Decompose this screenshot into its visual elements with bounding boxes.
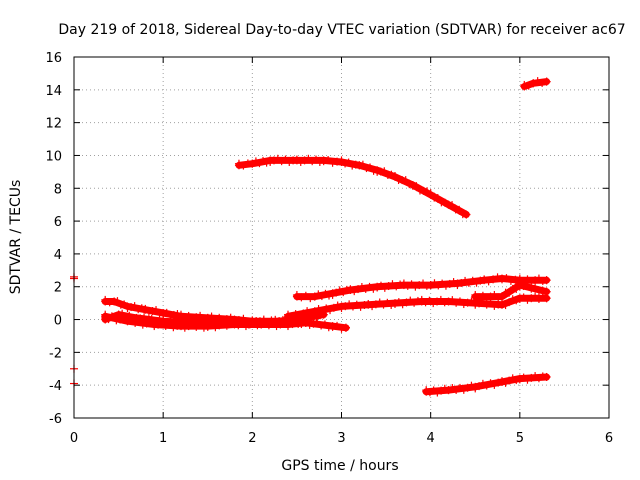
data-point bbox=[373, 166, 382, 175]
data-point bbox=[266, 156, 275, 165]
x-tick-label: 3 bbox=[337, 431, 345, 446]
data-point bbox=[328, 289, 337, 298]
data-point bbox=[498, 274, 506, 283]
data-point bbox=[337, 158, 346, 167]
data-point bbox=[319, 310, 328, 319]
data-point bbox=[471, 382, 480, 391]
x-tick-label: 0 bbox=[70, 431, 78, 446]
data-point bbox=[284, 320, 292, 329]
x-axis-label: GPS time / hours bbox=[281, 458, 398, 474]
y-tick-label: 6 bbox=[54, 215, 62, 230]
x-tick-label: 5 bbox=[516, 431, 524, 446]
series-7 bbox=[101, 310, 310, 332]
chart-title: Day 219 of 2018, Sidereal Day-to-day VTE… bbox=[58, 22, 625, 38]
data-point bbox=[498, 292, 506, 301]
data-point bbox=[444, 386, 453, 395]
data-point bbox=[391, 172, 399, 181]
series-1 bbox=[520, 77, 551, 91]
x-tick-label: 2 bbox=[248, 431, 256, 446]
data-point bbox=[515, 294, 524, 303]
data-point bbox=[141, 305, 150, 314]
y-tick-label: 0 bbox=[54, 314, 62, 329]
y-tick-label: 8 bbox=[54, 182, 62, 197]
data-point bbox=[230, 320, 239, 329]
data-point bbox=[123, 317, 132, 326]
data-point bbox=[529, 79, 538, 88]
data-point bbox=[337, 302, 346, 311]
data-point bbox=[150, 320, 159, 329]
data-point bbox=[515, 374, 524, 383]
data-point bbox=[520, 82, 529, 91]
data-point bbox=[417, 297, 426, 306]
y-tick-label: 10 bbox=[45, 149, 62, 164]
series-8 bbox=[422, 372, 551, 397]
data-point bbox=[328, 322, 337, 331]
y-tick-label: 12 bbox=[45, 117, 62, 132]
data-point bbox=[462, 210, 471, 219]
data-point bbox=[542, 372, 551, 381]
data-point bbox=[426, 281, 435, 290]
data-point bbox=[453, 279, 462, 288]
data-point bbox=[426, 190, 435, 199]
series-2 bbox=[292, 273, 551, 303]
data-point bbox=[542, 276, 551, 285]
series-4 bbox=[471, 281, 551, 303]
y-tick-label: 2 bbox=[54, 281, 62, 296]
data-point bbox=[444, 200, 453, 209]
data-point bbox=[471, 292, 480, 301]
data-point bbox=[301, 318, 310, 327]
y-tick-label: -2 bbox=[49, 346, 62, 361]
grid-lines bbox=[74, 57, 609, 418]
y-tick-label: 14 bbox=[45, 84, 62, 99]
data-point bbox=[408, 180, 417, 189]
x-tick-label: 6 bbox=[605, 431, 613, 446]
data-point bbox=[391, 299, 399, 308]
data-point bbox=[159, 308, 168, 317]
data-point bbox=[101, 312, 110, 321]
data-point bbox=[310, 292, 319, 301]
data-point bbox=[292, 156, 301, 165]
data-point bbox=[346, 286, 355, 295]
data-point bbox=[341, 323, 350, 332]
data-point bbox=[177, 322, 185, 331]
y-axis-label: SDTVAR / TECUs bbox=[8, 180, 24, 295]
data-point bbox=[101, 297, 110, 306]
data-points bbox=[70, 77, 551, 397]
data-point bbox=[373, 282, 382, 291]
data-point bbox=[257, 320, 266, 329]
x-tick-label: 1 bbox=[159, 431, 167, 446]
data-point bbox=[203, 322, 212, 331]
y-tick-label: -6 bbox=[49, 412, 62, 427]
data-point bbox=[110, 297, 119, 306]
data-point bbox=[480, 276, 489, 285]
data-point bbox=[364, 300, 373, 309]
data-point bbox=[542, 287, 551, 296]
data-point bbox=[498, 377, 506, 386]
data-point bbox=[319, 156, 328, 165]
data-point bbox=[542, 77, 551, 86]
y-tick-label: 4 bbox=[54, 248, 62, 263]
data-point bbox=[234, 161, 243, 170]
data-point bbox=[123, 302, 132, 311]
data-point bbox=[355, 161, 364, 170]
y-tick-label: 16 bbox=[45, 51, 62, 66]
x-tick-label: 4 bbox=[427, 431, 435, 446]
data-point bbox=[515, 281, 524, 290]
data-point bbox=[292, 292, 301, 301]
data-point bbox=[444, 297, 453, 306]
y-tick-label: -4 bbox=[49, 379, 62, 394]
series-3 bbox=[284, 292, 551, 321]
data-point bbox=[498, 300, 506, 309]
data-point bbox=[248, 159, 257, 168]
series-0 bbox=[234, 154, 471, 219]
data-point bbox=[399, 281, 408, 290]
data-point bbox=[422, 387, 431, 396]
